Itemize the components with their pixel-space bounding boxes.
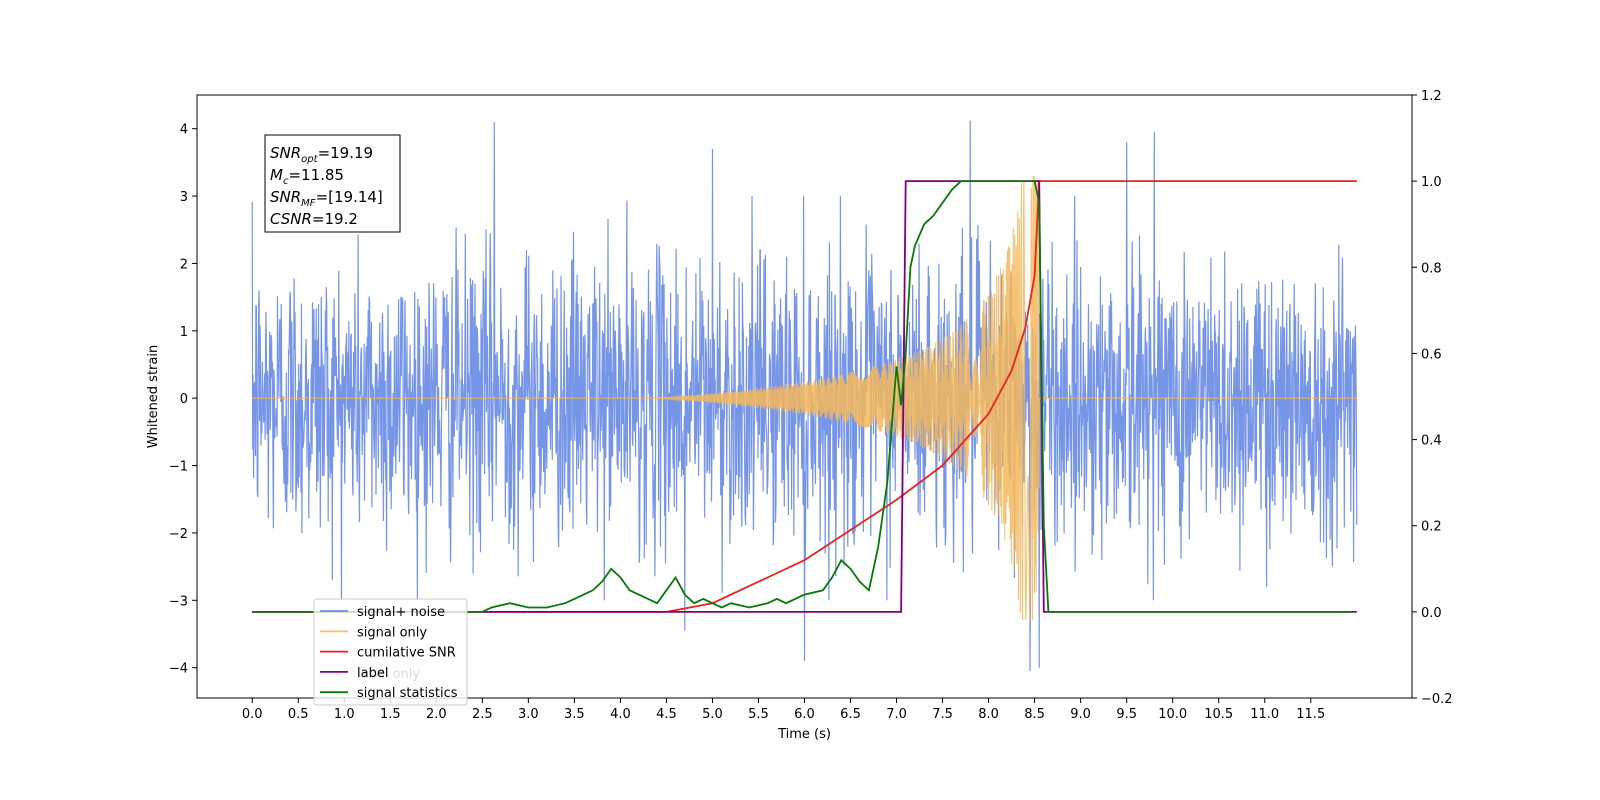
legend: signal+ noise signal only cumilative SNR la…	[313, 598, 468, 706]
legend-label: label	[357, 666, 388, 681]
y2-tick-label: 0.4	[1421, 434, 1442, 449]
annotation-box: SNRopt=19.19Mc=11.85SNRMF=[19.14]CSNR=19…	[264, 134, 401, 233]
annotation-line: Mc=11.85	[270, 166, 344, 187]
y-tick-label: −3	[169, 594, 188, 609]
y2-tick-label: 1.2	[1421, 89, 1442, 104]
y-tick-label: −4	[169, 662, 188, 677]
x-tick-label: 7.0	[886, 707, 907, 722]
x-tick-label: 4.0	[610, 707, 631, 722]
y-axis-label: Whitened strain	[146, 345, 161, 448]
series-signal-statistics	[252, 180, 1353, 613]
y-tick-label: 2	[180, 257, 188, 272]
annotation-line: CSNR=19.2	[270, 210, 358, 228]
legend-frame	[313, 598, 468, 706]
legend-label: cumilative SNR	[357, 646, 456, 661]
y-tick-label: −1	[169, 460, 188, 475]
x-tick-label: 7.5	[932, 707, 953, 722]
x-tick-label: 0.5	[288, 707, 309, 722]
y2-tick-label: 0.0	[1421, 606, 1442, 621]
x-tick-label: 3.5	[564, 707, 585, 722]
series-signal-only	[252, 176, 1357, 621]
legend-label-hidden: label only	[357, 667, 420, 682]
x-tick-label: 6.0	[794, 707, 815, 722]
x-tick-label: 4.5	[656, 707, 677, 722]
y-axis-left: −4 −3 −2 −1 0 1 2 3 4	[169, 123, 197, 677]
y2-tick-label: 0.6	[1421, 347, 1442, 362]
x-tick-label: 0.0	[242, 707, 263, 722]
x-tick-label: 10.0	[1158, 707, 1187, 722]
x-tick-label: 8.5	[1024, 707, 1045, 722]
x-tick-label: 1.0	[334, 707, 355, 722]
x-tick-label: 2.0	[426, 707, 447, 722]
x-tick-label: 5.0	[702, 707, 723, 722]
x-tick-label: 9.5	[1116, 707, 1137, 722]
x-tick-label: 8.0	[978, 707, 999, 722]
y-tick-label: 1	[180, 325, 188, 340]
annotation-line: SNRMF=[19.14]	[270, 188, 383, 209]
x-tick-label: 10.5	[1204, 707, 1233, 722]
x-tick-label: 1.5	[380, 707, 401, 722]
y2-tick-label: −0.2	[1421, 692, 1453, 707]
y2-tick-label: 0.2	[1421, 520, 1442, 535]
legend-label: signal only	[357, 625, 427, 640]
x-axis-label: Time (s)	[777, 727, 831, 742]
y-tick-label: 4	[180, 123, 188, 138]
series-cumilative-snr	[252, 180, 1357, 613]
y-tick-label: 3	[180, 190, 188, 205]
annotation-frame	[264, 134, 401, 233]
x-tick-label: 9.0	[1070, 707, 1091, 722]
x-tick-label: 3.0	[518, 707, 539, 722]
y-axis-right: −0.2 0.0 0.2 0.4 0.6 0.8 1.0 1.2	[1412, 89, 1453, 707]
y2-tick-label: 0.8	[1421, 261, 1442, 276]
y-tick-label: −2	[169, 527, 188, 542]
legend-label: signal+ noise	[357, 605, 445, 620]
y-tick-label: 0	[180, 392, 188, 407]
x-tick-label: 5.5	[748, 707, 769, 722]
x-tick-label: 11.5	[1296, 707, 1325, 722]
series-signal-noise	[251, 120, 1358, 672]
x-axis: 0.0 0.5 1.0 1.5 2.0 2.5 3.0 3.5 4.0 4.5 5.0 5.5 6.0 6…	[242, 698, 1325, 722]
legend-label: signal statistics	[357, 686, 458, 701]
series-layer	[251, 120, 1358, 672]
y2-tick-label: 1.0	[1421, 175, 1442, 190]
x-tick-label: 11.0	[1250, 707, 1279, 722]
x-tick-label: 6.5	[840, 707, 861, 722]
annotation-line: SNRopt=19.19	[270, 144, 373, 165]
x-tick-label: 2.5	[472, 707, 493, 722]
